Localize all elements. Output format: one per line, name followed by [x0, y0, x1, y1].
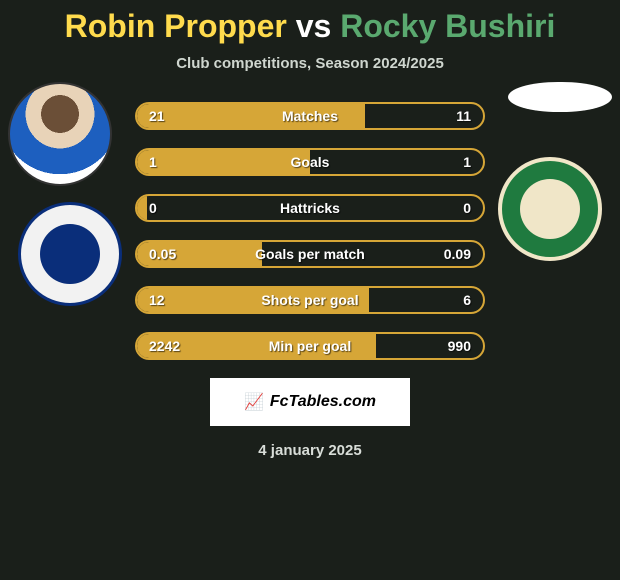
- stat-label: Goals per match: [137, 242, 483, 266]
- stat-value-player2: 1: [463, 150, 471, 174]
- page-title: Robin Propper vs Rocky Bushiri: [0, 0, 620, 45]
- stat-label: Matches: [137, 104, 483, 128]
- stat-value-player2: 0: [463, 196, 471, 220]
- player1-avatar: [8, 82, 112, 186]
- stat-row: 2242Min per goal990: [135, 332, 485, 360]
- player1-name: Robin Propper: [65, 8, 287, 44]
- crest2-text: [520, 179, 580, 239]
- stat-row: 0.05Goals per match0.09: [135, 240, 485, 268]
- player2-name: Rocky Bushiri: [340, 8, 555, 44]
- brand-icon: 📈: [244, 392, 264, 412]
- stat-label: Shots per goal: [137, 288, 483, 312]
- stat-label: Hattricks: [137, 196, 483, 220]
- vs-label: vs: [296, 8, 332, 44]
- stat-row: 12Shots per goal6: [135, 286, 485, 314]
- comparison-panel: 21Matches11 1Goals1 0Hattricks0 0.05Goals p…: [0, 102, 620, 459]
- stat-row: 21Matches11: [135, 102, 485, 130]
- stats-list: 21Matches11 1Goals1 0Hattricks0 0.05Goals p…: [135, 102, 485, 360]
- subtitle: Club competitions, Season 2024/2025: [0, 55, 620, 72]
- player2-club-crest: [498, 157, 602, 261]
- brand-label: FcTables.com: [270, 393, 376, 411]
- stat-value-player2: 11: [456, 104, 471, 128]
- player1-club-crest: [18, 202, 122, 306]
- stat-row: 0Hattricks0: [135, 194, 485, 222]
- player2-avatar: [508, 82, 612, 112]
- stat-row: 1Goals1: [135, 148, 485, 176]
- date-label: 4 january 2025: [0, 442, 620, 459]
- stat-value-player2: 6: [463, 288, 471, 312]
- stat-value-player2: 0.09: [444, 242, 471, 266]
- brand-badge: 📈 FcTables.com: [210, 378, 410, 426]
- stat-label: Min per goal: [137, 334, 483, 358]
- stat-label: Goals: [137, 150, 483, 174]
- stat-value-player2: 990: [448, 334, 471, 358]
